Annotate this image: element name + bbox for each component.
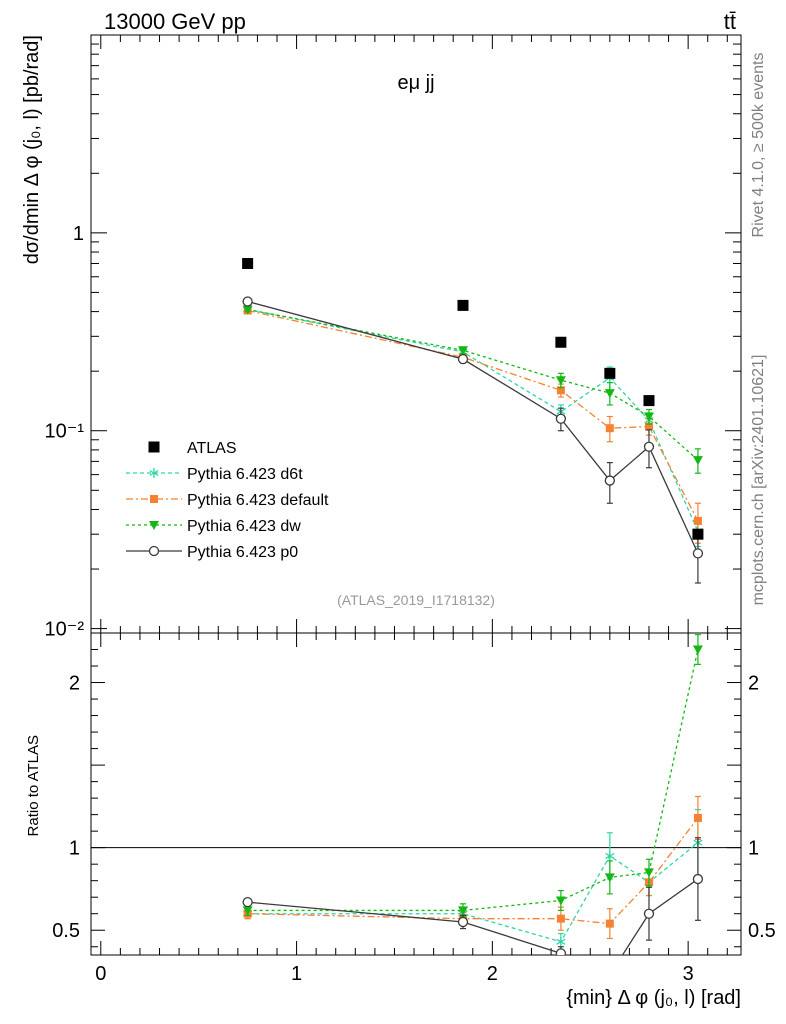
legend-marker (150, 495, 158, 503)
data-point-ratio (457, 916, 469, 928)
legend-label-atlas: ATLAS (187, 440, 237, 457)
data-point-ratio (692, 645, 703, 655)
atlas-data-point (457, 299, 469, 311)
data-point-main (604, 475, 615, 486)
data-point-ratio (693, 813, 702, 822)
series-line-main (247, 308, 699, 461)
atlas-data-point (692, 528, 704, 540)
legend-marker (148, 545, 160, 557)
data-point-ratio (457, 906, 468, 916)
energy-label: 13000 GeV pp (104, 9, 246, 34)
data-point-main (692, 548, 704, 559)
data-point-ratio (643, 868, 654, 878)
atlas-data-point (555, 336, 567, 348)
atlas-data-point (643, 395, 655, 407)
x-tick-label: 0 (95, 963, 106, 985)
data-point-ratio (604, 873, 615, 883)
series-line-ratio (247, 878, 699, 955)
data-point-ratio (556, 936, 566, 947)
x-tick-label: 1 (291, 963, 302, 985)
data-point-ratio (555, 948, 567, 955)
series-line-ratio (247, 649, 699, 912)
data-point-ratio (605, 850, 615, 861)
y-tick-label-main: 1 (73, 223, 84, 245)
legend-label: Pythia 6.423 d6t (187, 466, 303, 483)
y-tick-label-ratio-right: 0.5 (748, 920, 776, 942)
ratio-panel-frame (90, 632, 742, 956)
data-point-main (242, 296, 253, 307)
data-point-main (457, 346, 468, 356)
rivet-version-label: Rivet 4.1.0, ≥ 500k events (750, 53, 767, 238)
legend-label: Pythia 6.423 p0 (187, 544, 298, 561)
data-point-main (555, 413, 567, 424)
data-point-main (605, 424, 614, 433)
data-point-ratio (556, 914, 565, 923)
x-tick-label: 3 (683, 963, 694, 985)
data-point-main (457, 354, 469, 365)
legend-label: Pythia 6.423 dw (187, 518, 301, 535)
y-tick-label-ratio: 2 (69, 673, 80, 695)
series-line-ratio (247, 842, 699, 943)
legend-label: Pythia 6.423 default (187, 492, 329, 509)
data-point-ratio (605, 970, 614, 979)
y-tick-label-ratio-right: 1 (748, 838, 759, 860)
data-point-ratio (242, 906, 253, 916)
data-point-ratio (242, 897, 253, 908)
data-point-main (644, 422, 653, 431)
y-axis-label-ratio: Ratio to ATLAS (25, 735, 42, 836)
ratio-plot-area (91, 634, 741, 979)
process-label: tt̄ (724, 9, 736, 34)
y-tick-label-ratio: 0.5 (52, 920, 80, 942)
mcplots-label: mcplots.cern.ch [arXiv:2401.10621] (750, 355, 767, 606)
data-point-main (692, 456, 703, 466)
legend-marker-stroke (149, 469, 159, 477)
data-point-main (555, 376, 566, 386)
atlas-data-point (604, 367, 616, 379)
data-point-main (693, 516, 702, 525)
data-point-main (556, 386, 565, 395)
axis-ticks: 0 1 2 3 10⁻² 10⁻¹ 1 0.5 0.5 1 1 2 2 (45, 34, 776, 985)
legend-marker (149, 521, 159, 530)
data-point-main (643, 412, 654, 422)
y-tick-label-ratio: 1 (69, 838, 80, 860)
x-axis-label: {min} Δ φ (j₀, l) [rad] (566, 987, 741, 1009)
data-point-ratio (692, 873, 704, 885)
analysis-label: (ATLAS_2019_I1718132) (337, 592, 495, 608)
y-tick-label-main: 10⁻¹ (45, 421, 85, 443)
legend: ATLAS Pythia 6.423 d6t Pythia 6.423 defaul… (126, 440, 329, 561)
data-point-ratio-stroke (605, 852, 615, 859)
series-line-main (247, 308, 699, 532)
y-tick-label-ratio-right: 2 (748, 673, 759, 695)
y-tick-label-main: 10⁻² (45, 619, 85, 641)
data-point-main (242, 305, 253, 315)
data-point-main (604, 389, 615, 399)
main-plot-area (242, 258, 704, 584)
chart-title: eμ jj (397, 72, 434, 94)
y-axis-label-main: dσ/dmin Δ φ (j₀, l) [pb/rad] (21, 35, 43, 264)
data-point-ratio (643, 908, 655, 919)
series-line-main (247, 309, 699, 522)
data-point-main (643, 441, 655, 452)
legend-marker (149, 468, 159, 478)
data-point-ratio (555, 896, 566, 906)
x-tick-label: 2 (487, 963, 498, 985)
data-point-ratio-stroke (556, 938, 566, 945)
legend-marker-atlas (148, 441, 160, 453)
data-point-ratio (605, 919, 614, 928)
series-line-main (247, 300, 699, 554)
atlas-data-point (242, 258, 254, 270)
